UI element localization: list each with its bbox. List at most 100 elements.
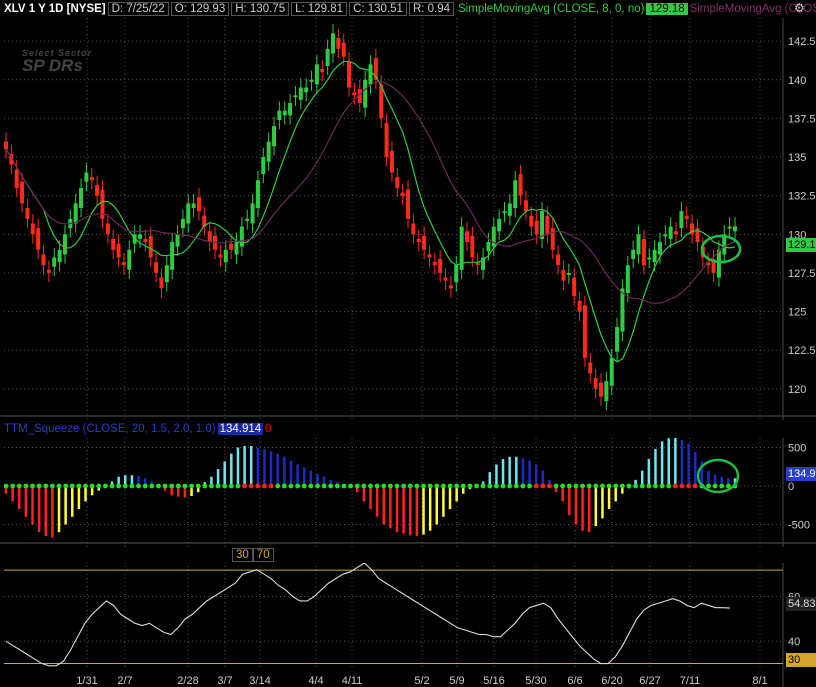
ttm-value: 134.914 xyxy=(217,423,264,435)
candle-body xyxy=(154,262,159,273)
candle-body xyxy=(363,79,368,108)
rsi-upper[interactable]: 30 xyxy=(232,548,253,562)
candle-body xyxy=(550,228,555,250)
squeeze-dot xyxy=(3,483,9,489)
date-tick-label: 2/7 xyxy=(117,675,132,687)
squeeze-dot xyxy=(156,483,161,489)
squeeze-dot xyxy=(407,483,413,489)
price-tick-label: 127.5 xyxy=(788,268,816,280)
squeeze-dot xyxy=(255,483,261,489)
candle-body xyxy=(277,110,282,120)
squeeze-dot xyxy=(480,483,486,489)
candle-body xyxy=(497,218,502,232)
candle-body xyxy=(395,177,400,188)
squeeze-dot xyxy=(222,483,228,489)
squeeze-dot xyxy=(626,483,632,489)
symbol-label[interactable]: XLV 1 Y 1D [NYSE] xyxy=(4,3,106,15)
price-header: XLV 1 Y 1D [NYSE] D: 7/25/22 O: 129.93 H: 1… xyxy=(0,0,816,18)
candle-body xyxy=(116,243,121,258)
candle-body xyxy=(540,211,545,239)
candle-body xyxy=(507,203,512,216)
squeeze-dot xyxy=(288,483,294,489)
squeeze-dot xyxy=(672,483,678,489)
sma8-line xyxy=(5,60,736,363)
sma-slow-line xyxy=(5,80,736,305)
candle-body xyxy=(647,257,652,260)
squeeze-dot xyxy=(646,483,652,489)
candle-body xyxy=(459,226,464,270)
candle-body xyxy=(234,242,239,255)
sma2-study-label[interactable]: SimpleMovingAvg (CLOSE, xyxy=(689,3,816,15)
candle-body xyxy=(46,269,51,273)
candle-body xyxy=(143,238,148,243)
squeeze-dot xyxy=(686,483,692,489)
candle-body xyxy=(314,64,319,85)
candle-body xyxy=(320,68,325,73)
squeeze-dot xyxy=(43,483,49,489)
candle-body xyxy=(588,362,593,374)
candle-body xyxy=(706,262,711,266)
sma-study-label[interactable]: SimpleMovingAvg (CLOSE, 8, 0, no) xyxy=(458,3,645,15)
date-tick-label: 6/6 xyxy=(567,675,582,687)
squeeze-dot xyxy=(619,483,625,489)
candle-body xyxy=(347,61,352,88)
squeeze-dot xyxy=(421,483,426,489)
rsi-lower[interactable]: 70 xyxy=(252,548,274,562)
squeeze-dot xyxy=(275,483,281,489)
candle-body xyxy=(464,231,469,243)
squeeze-dot xyxy=(189,483,194,489)
squeeze-dot xyxy=(494,483,499,489)
squeeze-dot xyxy=(301,483,307,489)
candle-body xyxy=(604,381,609,402)
squeeze-dot xyxy=(441,483,446,489)
ttm-study-label[interactable]: TTM_Squeeze (CLOSE, 20, 1.5, 2.0, 1.0) xyxy=(4,423,216,435)
squeeze-dot xyxy=(381,483,387,489)
candle-body xyxy=(475,262,480,266)
squeeze-dot xyxy=(195,483,201,489)
candle-body xyxy=(36,228,41,250)
date-tick-label: 5/30 xyxy=(525,675,546,687)
ttm-tick-label: 500 xyxy=(788,443,806,455)
candle-body xyxy=(598,382,603,397)
squeeze-dot xyxy=(633,483,638,489)
candle-body xyxy=(384,123,389,158)
candle-body xyxy=(20,181,25,204)
candle-body xyxy=(164,265,169,283)
rsi-line xyxy=(5,562,731,667)
date-readout: D: 7/25/22 xyxy=(107,2,169,16)
squeeze-dot xyxy=(639,483,645,489)
candle-body xyxy=(30,223,35,235)
candle-body xyxy=(79,187,84,209)
squeeze-dot xyxy=(56,483,62,489)
squeeze-dot xyxy=(228,483,234,489)
ttm-tick-label: 0 xyxy=(788,481,794,493)
squeeze-dot xyxy=(136,483,141,489)
candle-body xyxy=(62,234,67,255)
squeeze-dot xyxy=(706,483,711,489)
candle-body xyxy=(577,300,582,312)
squeeze-dot xyxy=(454,483,460,489)
candle-body xyxy=(566,272,571,275)
highlight-circle xyxy=(700,234,742,264)
candle-body xyxy=(100,189,105,219)
spdr-logo: Select Sector SP DRs xyxy=(22,48,92,76)
candle-body xyxy=(534,220,539,235)
candle-body xyxy=(121,262,126,266)
date-tick-label: 7/11 xyxy=(680,675,701,687)
low-readout: L: 129.81 xyxy=(291,2,348,16)
candle-body xyxy=(663,234,668,237)
candle-body xyxy=(250,203,255,224)
squeeze-dot xyxy=(10,483,16,489)
rsi-header: 30 70 xyxy=(0,547,816,563)
squeeze-dot xyxy=(487,483,493,489)
date-tick-label: 4/4 xyxy=(308,675,323,687)
gear-icon[interactable]: ⚙ xyxy=(794,1,805,15)
squeeze-dot xyxy=(600,483,605,489)
ttm-highlight-circle xyxy=(696,458,740,494)
candle-body xyxy=(357,89,362,103)
squeeze-dot xyxy=(248,483,254,489)
date-tick-label: 5/2 xyxy=(414,675,429,687)
candle-body xyxy=(561,269,566,281)
candle-body xyxy=(14,169,19,188)
